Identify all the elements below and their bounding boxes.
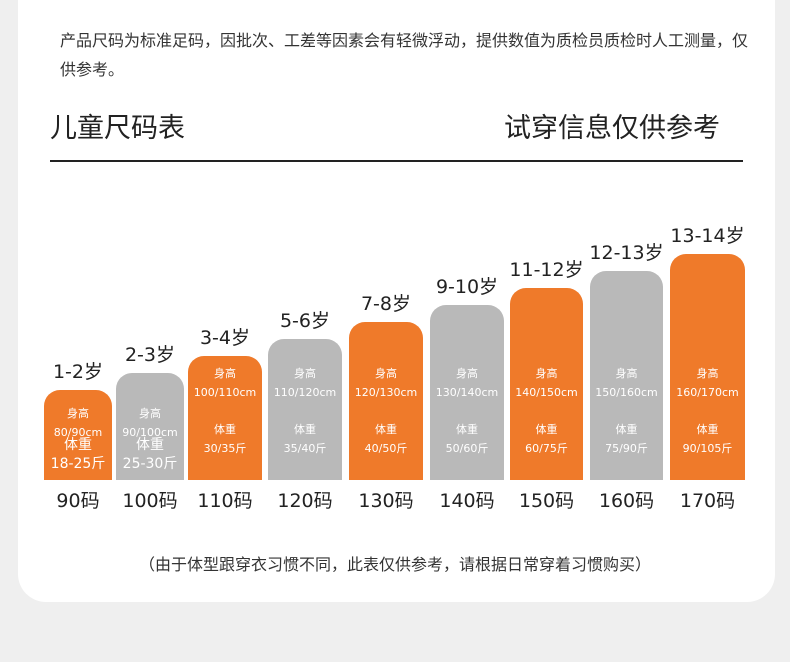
size-label: 90码 xyxy=(56,490,100,512)
weight-value: 25-30斤 xyxy=(122,456,178,472)
weight-value: 75/90斤 xyxy=(605,442,648,455)
weight-label: 体重 xyxy=(214,423,236,436)
height-label: 身高 xyxy=(375,367,397,380)
height-value: 160/170cm xyxy=(676,386,739,399)
weight-label: 体重 xyxy=(294,423,316,436)
height-label: 身高 xyxy=(535,367,558,380)
age-label: 5-6岁 xyxy=(279,310,331,332)
height-label: 身高 xyxy=(139,407,161,420)
height-label: 身高 xyxy=(67,407,89,420)
size-label: 100码 xyxy=(122,490,178,512)
height-label: 身高 xyxy=(214,367,236,380)
age-label: 7-8岁 xyxy=(360,293,412,315)
size-label: 110码 xyxy=(197,490,253,512)
height-label: 身高 xyxy=(615,367,638,380)
height-value: 110/120cm xyxy=(273,386,337,399)
height-label: 身高 xyxy=(456,367,478,380)
divider xyxy=(50,160,743,162)
weight-value: 18-25斤 xyxy=(50,456,106,472)
age-label: 13-14岁 xyxy=(670,225,745,247)
weight-value: 30/35斤 xyxy=(203,442,247,455)
age-label: 9-10岁 xyxy=(435,276,499,298)
size-label: 170码 xyxy=(679,490,736,512)
weight-label: 体重 xyxy=(535,423,558,436)
chart-title: 儿童尺码表 xyxy=(50,113,185,144)
disclaimer-note: 产品尺码为标准足码，因批次、工差等因素会有轻微浮动，提供数值为质检员质检时人工测… xyxy=(60,31,749,79)
weight-value: 50/60斤 xyxy=(445,442,489,455)
size-label: 160码 xyxy=(598,490,655,512)
height-value: 100/110cm xyxy=(193,386,257,399)
size-bar: 身高 100/110cm 体重 30/35斤 xyxy=(188,356,262,480)
size-label: 150码 xyxy=(518,490,575,512)
age-label: 2-3岁 xyxy=(124,344,176,366)
weight-value: 40/50斤 xyxy=(364,442,408,455)
size-bar: 身高 120/130cm 体重 40/50斤 xyxy=(349,322,423,480)
chart-subtitle: 试穿信息仅供参考 xyxy=(504,113,720,144)
height-label: 身高 xyxy=(294,367,316,380)
weight-label: 体重 xyxy=(136,437,164,453)
weight-value: 60/75斤 xyxy=(525,442,568,455)
size-label: 140码 xyxy=(439,490,495,512)
size-bar: 身高 80/90cm 体重 18-25斤 xyxy=(44,390,112,480)
weight-label: 体重 xyxy=(64,437,92,453)
weight-value: 90/105斤 xyxy=(682,442,733,455)
weight-label: 体重 xyxy=(696,423,719,436)
height-value: 80/90cm xyxy=(53,426,103,439)
height-value: 90/100cm xyxy=(122,426,178,439)
height-value: 120/130cm xyxy=(354,386,418,399)
size-label: 130码 xyxy=(358,490,414,512)
weight-label: 体重 xyxy=(615,423,638,436)
height-value: 150/160cm xyxy=(595,386,658,399)
weight-label: 体重 xyxy=(375,423,397,436)
size-bar: 身高 130/140cm 体重 50/60斤 xyxy=(430,305,504,480)
age-label: 3-4岁 xyxy=(199,327,251,349)
height-label: 身高 xyxy=(696,367,719,380)
size-bar: 身高 140/150cm 体重 60/75斤 xyxy=(510,288,583,480)
age-label: 11-12岁 xyxy=(509,259,584,281)
size-bar: 身高 90/100cm 体重 25-30斤 xyxy=(116,373,184,480)
size-label: 120码 xyxy=(277,490,333,512)
footer-note: （由于体型跟穿衣习惯不同，此表仅供参考，请根据日常穿着习惯购买） xyxy=(138,555,651,574)
age-label: 12-13岁 xyxy=(589,242,664,264)
age-label: 1-2岁 xyxy=(52,361,104,383)
size-bar: 身高 110/120cm 体重 35/40斤 xyxy=(268,339,342,480)
height-value: 130/140cm xyxy=(435,386,499,399)
size-bar: 身高 150/160cm 体重 75/90斤 xyxy=(590,271,663,480)
height-value: 140/150cm xyxy=(515,386,578,399)
weight-value: 35/40斤 xyxy=(283,442,327,455)
size-bar: 身高 160/170cm 体重 90/105斤 xyxy=(670,254,745,480)
weight-label: 体重 xyxy=(456,423,478,436)
